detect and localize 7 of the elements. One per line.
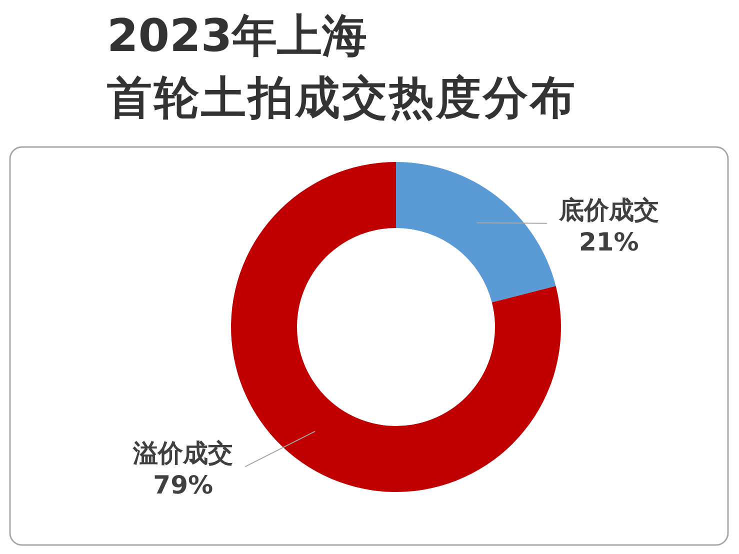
chart-title: 2023年上海 <box>107 9 368 62</box>
data-label: 79% <box>153 470 214 500</box>
slice-label: 溢价成交 <box>132 438 234 468</box>
slice-label: 底价成交 <box>558 195 659 224</box>
data-label: 21% <box>578 227 639 256</box>
donut-slice <box>396 162 556 302</box>
chart-subtitle: 首轮土拍成交热度分布 <box>107 71 577 124</box>
